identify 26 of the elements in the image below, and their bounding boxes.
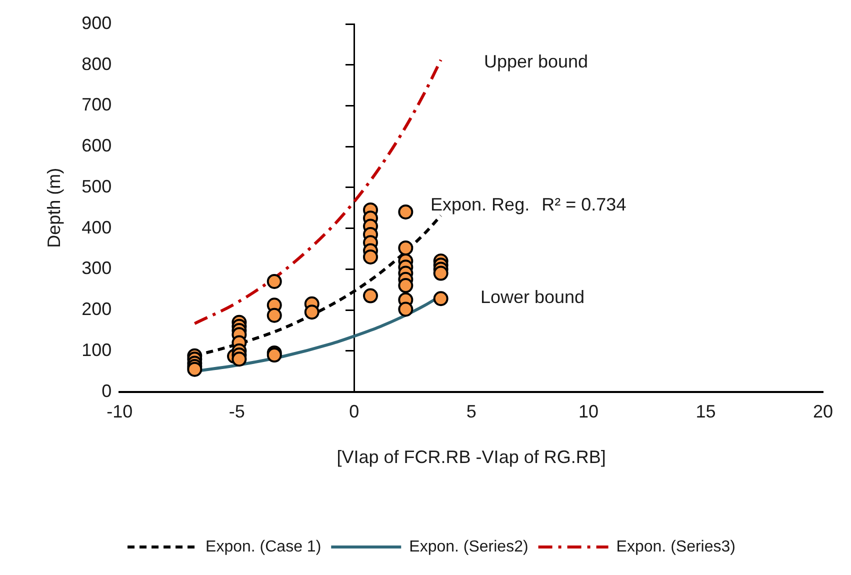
- x-tick-label: -10: [106, 402, 133, 422]
- legend-label: Expon. (Series2): [409, 538, 528, 556]
- legend-label: Expon. (Case 1): [206, 538, 322, 556]
- annotation: R² = 0.734: [542, 194, 626, 214]
- annotation: Upper bound: [484, 52, 588, 72]
- y-tick-label: 300: [82, 258, 112, 278]
- x-tick-label: 5: [466, 402, 476, 422]
- legend-label: Expon. (Series3): [616, 538, 736, 556]
- y-tick-label: 600: [82, 136, 112, 156]
- x-tick-label: 20: [812, 402, 834, 422]
- y-tick-label: 0: [102, 380, 112, 401]
- y-tick-label: 400: [82, 217, 112, 238]
- x-tick-label: 10: [578, 402, 599, 422]
- y-tick-label: 700: [82, 94, 112, 115]
- y-tick-label: 100: [82, 340, 112, 360]
- x-tick-label: 0: [349, 402, 360, 422]
- y-tick-label: 800: [82, 54, 112, 74]
- y-tick-label: 500: [82, 176, 112, 196]
- y-tick-label: 200: [82, 299, 112, 320]
- annotation: Expon. Reg.: [430, 194, 530, 214]
- y-tick-label: 900: [82, 12, 112, 33]
- x-axis-title: [VIap of FCR.RB -VIap of RG.RB]: [336, 447, 606, 468]
- y-axis-title: Depth (m): [44, 168, 64, 248]
- x-tick-label: 15: [696, 402, 716, 422]
- annotation: Lower bound: [480, 286, 585, 307]
- x-tick-label: -5: [228, 402, 245, 422]
